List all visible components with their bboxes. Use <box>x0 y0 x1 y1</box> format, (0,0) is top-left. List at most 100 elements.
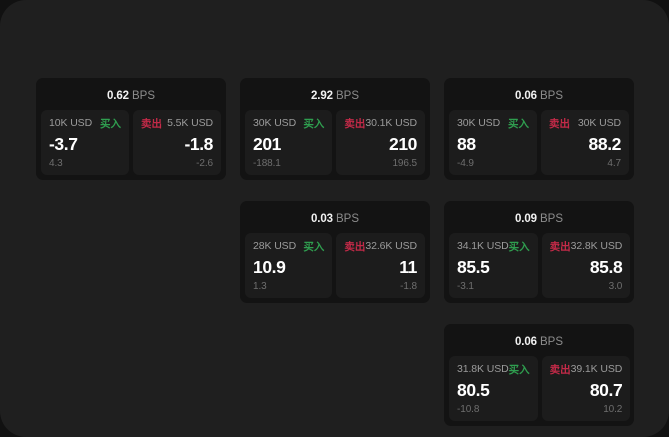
sell-panel[interactable]: 5.5K USD 卖出 -1.8 -2.6 <box>133 110 221 175</box>
buy-action-label: 买入 <box>100 117 121 130</box>
buy-main-value: 10.9 <box>253 256 286 277</box>
sell-panel-header: 32.6K USD 卖出 <box>344 240 417 253</box>
quote-card-c3-3[interactable]: 0.06 BPS 31.8K USD 买入 80.5 -10.8 39.1K US… <box>444 324 634 426</box>
quote-card-c2-2[interactable]: 0.03 BPS 28K USD 买入 10.9 1.3 32.6K USD 卖出… <box>240 201 430 303</box>
card-body: 31.8K USD 买入 80.5 -10.8 39.1K USD 卖出 80.… <box>449 356 631 421</box>
sell-sub-value: 196.5 <box>392 158 417 169</box>
sell-panel[interactable]: 30K USD 卖出 88.2 4.7 <box>541 110 629 175</box>
quote-board: 0.62 BPS 10K USD 买入 -3.7 4.3 5.5K USD 卖出 … <box>36 78 636 426</box>
buy-panel-header: 31.8K USD 买入 <box>457 363 530 376</box>
quote-column-2: 2.92 BPS 30K USD 买入 201 -188.1 30.1K USD … <box>240 78 430 303</box>
buy-sub-value: -3.1 <box>457 281 474 292</box>
sell-panel-header: 30.1K USD 卖出 <box>344 117 417 130</box>
buy-size-label: 31.8K USD <box>457 363 509 375</box>
buy-main-value: -3.7 <box>49 133 78 154</box>
sell-main-value: 80.7 <box>589 379 623 400</box>
sell-action-label: 卖出 <box>141 117 162 130</box>
quote-card-c3-2[interactable]: 0.09 BPS 34.1K USD 买入 85.5 -3.1 32.8K USD… <box>444 201 634 303</box>
card-header: 0.62 BPS <box>41 84 221 110</box>
buy-action-label: 买入 <box>508 363 530 376</box>
bps-value: 0.06 <box>515 336 537 348</box>
buy-sub-value: 1.3 <box>253 281 267 292</box>
buy-sub-value: -188.1 <box>253 158 281 169</box>
quote-column-1: 0.62 BPS 10K USD 买入 -3.7 4.3 5.5K USD 卖出 … <box>36 78 226 180</box>
bps-value: 0.62 <box>107 90 129 102</box>
buy-size-label: 28K USD <box>253 240 297 252</box>
buy-main-value: 88 <box>457 133 476 154</box>
sell-size-label: 5.5K USD <box>167 117 213 129</box>
buy-panel[interactable]: 30K USD 买入 88 -4.9 <box>449 110 537 175</box>
sell-panel[interactable]: 39.1K USD 卖出 80.7 10.2 <box>541 356 631 421</box>
sell-action-label: 卖出 <box>549 117 570 130</box>
sell-size-label: 39.1K USD <box>570 363 623 375</box>
card-header: 0.06 BPS <box>449 330 629 356</box>
sell-action-label: 卖出 <box>344 117 366 130</box>
buy-panel[interactable]: 34.1K USD 买入 85.5 -3.1 <box>449 233 538 298</box>
sell-sub-value: -1.8 <box>400 281 417 292</box>
buy-main-value: 80.5 <box>457 379 490 400</box>
sell-panel[interactable]: 32.8K USD 卖出 85.8 3.0 <box>541 233 631 298</box>
bps-value: 2.92 <box>311 90 333 102</box>
sell-main-value: 85.8 <box>589 256 623 277</box>
card-body: 30K USD 买入 201 -188.1 30.1K USD 卖出 210 1… <box>245 110 425 175</box>
bps-unit-label: BPS <box>335 213 359 225</box>
bps-unit-label: BPS <box>539 90 563 102</box>
card-header: 0.03 BPS <box>245 207 425 233</box>
bps-unit-label: BPS <box>539 336 563 348</box>
bps-unit-label: BPS <box>539 213 563 225</box>
card-header: 0.06 BPS <box>449 84 629 110</box>
buy-panel[interactable]: 31.8K USD 买入 80.5 -10.8 <box>449 356 538 421</box>
sell-action-label: 卖出 <box>344 240 366 253</box>
bps-value: 0.03 <box>311 213 333 225</box>
sell-main-value: -1.8 <box>184 133 213 154</box>
buy-size-label: 30K USD <box>457 117 501 129</box>
buy-size-label: 34.1K USD <box>457 240 509 252</box>
buy-main-value: 201 <box>253 133 281 154</box>
buy-panel-header: 10K USD 买入 <box>49 117 121 130</box>
sell-panel-header: 5.5K USD 卖出 <box>141 117 213 130</box>
sell-panel[interactable]: 30.1K USD 卖出 210 196.5 <box>336 110 425 175</box>
sell-panel-header: 39.1K USD 卖出 <box>549 363 623 376</box>
buy-sub-value: 4.3 <box>49 158 63 169</box>
quote-card-c1-1[interactable]: 0.62 BPS 10K USD 买入 -3.7 4.3 5.5K USD 卖出 … <box>36 78 226 180</box>
sell-size-label: 30K USD <box>577 117 621 129</box>
sell-action-label: 卖出 <box>549 363 571 376</box>
buy-size-label: 30K USD <box>253 117 297 129</box>
quote-card-c3-1[interactable]: 0.06 BPS 30K USD 买入 88 -4.9 30K USD 卖出 88… <box>444 78 634 180</box>
card-header: 0.09 BPS <box>449 207 629 233</box>
sell-size-label: 30.1K USD <box>365 117 417 129</box>
bps-value: 0.09 <box>515 213 537 225</box>
sell-size-label: 32.8K USD <box>570 240 623 252</box>
buy-action-label: 买入 <box>508 117 529 130</box>
buy-size-label: 10K USD <box>49 117 93 129</box>
sell-size-label: 32.6K USD <box>365 240 417 252</box>
card-body: 30K USD 买入 88 -4.9 30K USD 卖出 88.2 4.7 <box>449 110 629 175</box>
sell-panel[interactable]: 32.6K USD 卖出 11 -1.8 <box>336 233 425 298</box>
buy-panel[interactable]: 28K USD 买入 10.9 1.3 <box>245 233 333 298</box>
card-body: 10K USD 买入 -3.7 4.3 5.5K USD 卖出 -1.8 -2.… <box>41 110 221 175</box>
card-body: 34.1K USD 买入 85.5 -3.1 32.8K USD 卖出 85.8… <box>449 233 631 298</box>
sell-sub-value: -2.6 <box>196 158 213 169</box>
sell-main-value: 210 <box>389 133 417 154</box>
sell-sub-value: 10.2 <box>603 404 623 415</box>
bps-unit-label: BPS <box>131 90 155 102</box>
buy-panel[interactable]: 10K USD 买入 -3.7 4.3 <box>41 110 129 175</box>
quote-card-c2-1[interactable]: 2.92 BPS 30K USD 买入 201 -188.1 30.1K USD … <box>240 78 430 180</box>
bps-value: 0.06 <box>515 90 537 102</box>
bps-unit-label: BPS <box>335 90 359 102</box>
buy-panel-header: 30K USD 买入 <box>253 117 324 130</box>
buy-panel-header: 34.1K USD 买入 <box>457 240 530 253</box>
quote-column-3: 0.06 BPS 30K USD 买入 88 -4.9 30K USD 卖出 88… <box>444 78 634 426</box>
sell-action-label: 卖出 <box>549 240 571 253</box>
buy-action-label: 买入 <box>508 240 530 253</box>
card-body: 28K USD 买入 10.9 1.3 32.6K USD 卖出 11 -1.8 <box>245 233 425 298</box>
buy-panel[interactable]: 30K USD 买入 201 -188.1 <box>245 110 333 175</box>
buy-sub-value: -10.8 <box>457 404 480 415</box>
sell-panel-header: 30K USD 卖出 <box>549 117 621 130</box>
buy-panel-header: 30K USD 买入 <box>457 117 529 130</box>
buy-main-value: 85.5 <box>457 256 490 277</box>
sell-panel-header: 32.8K USD 卖出 <box>549 240 623 253</box>
buy-action-label: 买入 <box>303 240 325 253</box>
buy-sub-value: -4.9 <box>457 158 474 169</box>
buy-panel-header: 28K USD 买入 <box>253 240 325 253</box>
